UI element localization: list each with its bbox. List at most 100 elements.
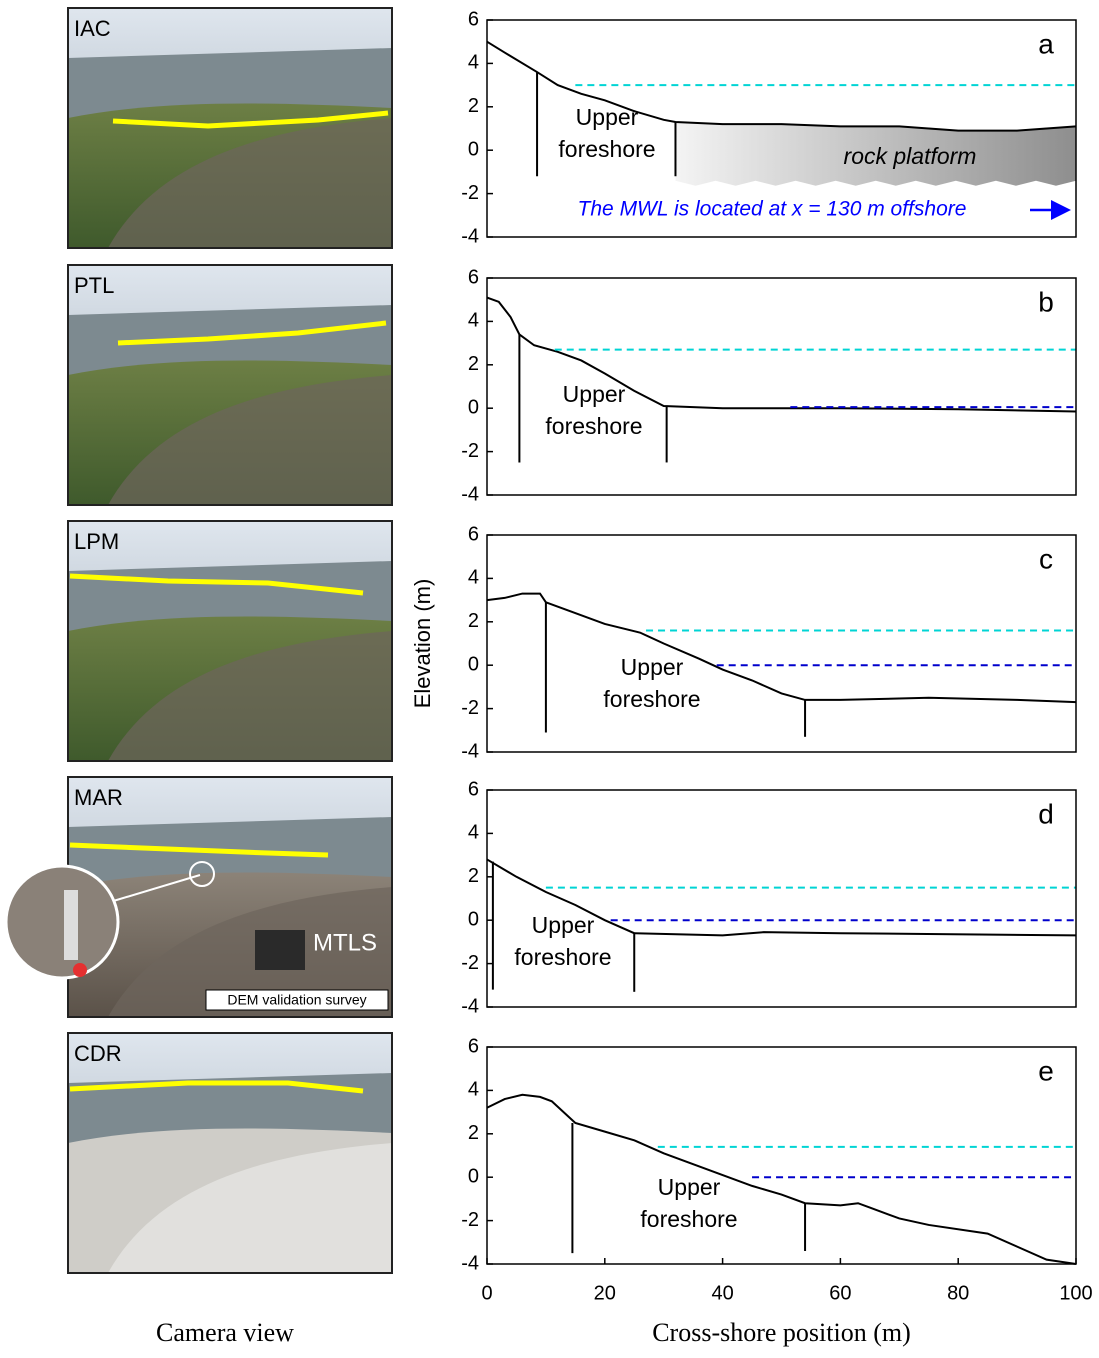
mwl-note: The MWL is located at x = 130 m offshore <box>578 198 967 221</box>
zone-label: foreshore <box>603 686 700 712</box>
y-tick-label: 4 <box>468 567 479 589</box>
plot-frame <box>486 1046 1077 1265</box>
site-label: IAC <box>74 16 111 41</box>
photo-frame <box>67 264 393 506</box>
photo-shore <box>108 375 392 505</box>
y-tick-label: -2 <box>461 1209 479 1231</box>
panel-label: d <box>1038 798 1054 829</box>
y-tick-label: -4 <box>461 483 479 505</box>
profile-panel: -4 -2 0 2 4 6 c Upper foreshore Elevation (m) <box>410 523 1077 762</box>
rock-platform <box>675 121 1076 186</box>
camera-caption: Camera view <box>156 1318 294 1347</box>
plot-frame <box>486 277 1077 496</box>
y-tick-label: 2 <box>468 1122 479 1144</box>
photo-shore <box>108 887 392 1017</box>
inset-target <box>64 890 78 960</box>
inset-marker <box>189 861 215 887</box>
photo-label: MTLS <box>313 929 377 956</box>
x-axis-label: Cross-shore position (m) <box>652 1318 911 1347</box>
photo-shore <box>108 118 392 248</box>
y-tick-label: 2 <box>468 610 479 632</box>
camera-photo: IAC <box>67 7 393 249</box>
profile-panel: -4 -2 0 2 4 6 b Upper foreshore <box>461 266 1077 505</box>
x-tick-label: 0 <box>481 1282 492 1304</box>
profile-line <box>486 296 1077 413</box>
panel-label: c <box>1039 543 1053 574</box>
y-tick-label: -2 <box>461 952 479 974</box>
zone-label: foreshore <box>545 413 642 439</box>
panel-label: e <box>1038 1055 1054 1086</box>
y-tick-label: -2 <box>461 182 479 204</box>
profile-line <box>486 40 1077 132</box>
shoreline-trace <box>69 1080 364 1094</box>
shoreline-trace <box>117 320 387 346</box>
camera-photo: MAR MTLS DEM validation survey <box>4 776 393 1018</box>
zone-label: foreshore <box>558 136 655 162</box>
x-tick-label: 60 <box>829 1282 851 1304</box>
site-label: PTL <box>74 273 114 298</box>
zone-label: foreshore <box>514 944 611 970</box>
y-tick-label: 4 <box>468 822 479 844</box>
y-tick-label: 4 <box>468 1079 479 1101</box>
y-tick-label: 6 <box>468 523 479 545</box>
y-tick-label: 6 <box>468 1035 479 1057</box>
site-label: CDR <box>74 1041 122 1066</box>
zone-label: foreshore <box>640 1206 737 1232</box>
zone-label: Upper <box>532 912 595 938</box>
profile-panel: -4 -2 0 2 4 6 d Upper foreshore <box>461 778 1077 1017</box>
site-label: LPM <box>74 529 119 554</box>
inset-dot <box>73 963 87 977</box>
shoreline-trace <box>69 842 329 858</box>
photo-label: DEM validation survey <box>227 992 366 1008</box>
y-tick-label: 6 <box>468 266 479 288</box>
camera-photo: CDR <box>67 1032 393 1274</box>
y-axis-label: Elevation (m) <box>410 579 435 709</box>
shoreline-trace <box>112 110 389 129</box>
y-tick-label: -2 <box>461 440 479 462</box>
inset-pointer <box>99 874 201 906</box>
y-tick-label: -4 <box>461 1252 479 1274</box>
platform-label: rock platform <box>844 143 977 169</box>
y-tick-label: 4 <box>468 52 479 74</box>
zone-label: Upper <box>621 654 684 680</box>
photo-frame <box>67 520 393 762</box>
y-tick-label: 0 <box>468 138 479 160</box>
y-tick-label: 2 <box>468 865 479 887</box>
photo-shore <box>108 631 392 761</box>
plot-frame <box>486 19 1077 238</box>
y-tick-label: -4 <box>461 225 479 247</box>
photo-label-box <box>205 989 389 1011</box>
vehicle <box>255 930 305 970</box>
plot-frame <box>486 789 1077 1008</box>
inset-photo <box>4 864 120 980</box>
photo-frame <box>67 7 393 249</box>
photo-shore <box>108 1143 392 1273</box>
y-tick-label: 4 <box>468 310 479 332</box>
profiles: -4 -2 0 2 4 6 a Upper foreshore rock platform The … <box>410 8 1093 1347</box>
profile-panel: -4 -2 0 2 4 6 a Upper foreshore rock platform The … <box>461 8 1077 247</box>
zone-label: Upper <box>658 1174 721 1200</box>
y-tick-label: -4 <box>461 995 479 1017</box>
y-tick-label: 6 <box>468 8 479 30</box>
panel-label: a <box>1038 28 1054 59</box>
y-tick-label: 2 <box>468 353 479 375</box>
y-tick-label: 0 <box>468 908 479 930</box>
shoreline-trace <box>69 573 364 596</box>
y-tick-label: 0 <box>468 396 479 418</box>
profile-line <box>486 1093 1077 1265</box>
x-tick-label: 40 <box>711 1282 733 1304</box>
zone-label: Upper <box>576 104 639 130</box>
y-tick-label: 2 <box>468 95 479 117</box>
x-tick-label: 100 <box>1059 1282 1092 1304</box>
profile-line <box>486 858 1077 937</box>
profile-line <box>486 592 1077 704</box>
x-tick-label: 80 <box>947 1282 969 1304</box>
photo-frame <box>67 1032 393 1274</box>
y-tick-label: -4 <box>461 740 479 762</box>
x-tick-label: 20 <box>594 1282 616 1304</box>
camera-photo: PTL <box>67 264 393 506</box>
zone-label: Upper <box>563 381 626 407</box>
camera-views: IAC PTL LPM MAR MTLS DEM validation survey CDR <box>4 7 393 1274</box>
